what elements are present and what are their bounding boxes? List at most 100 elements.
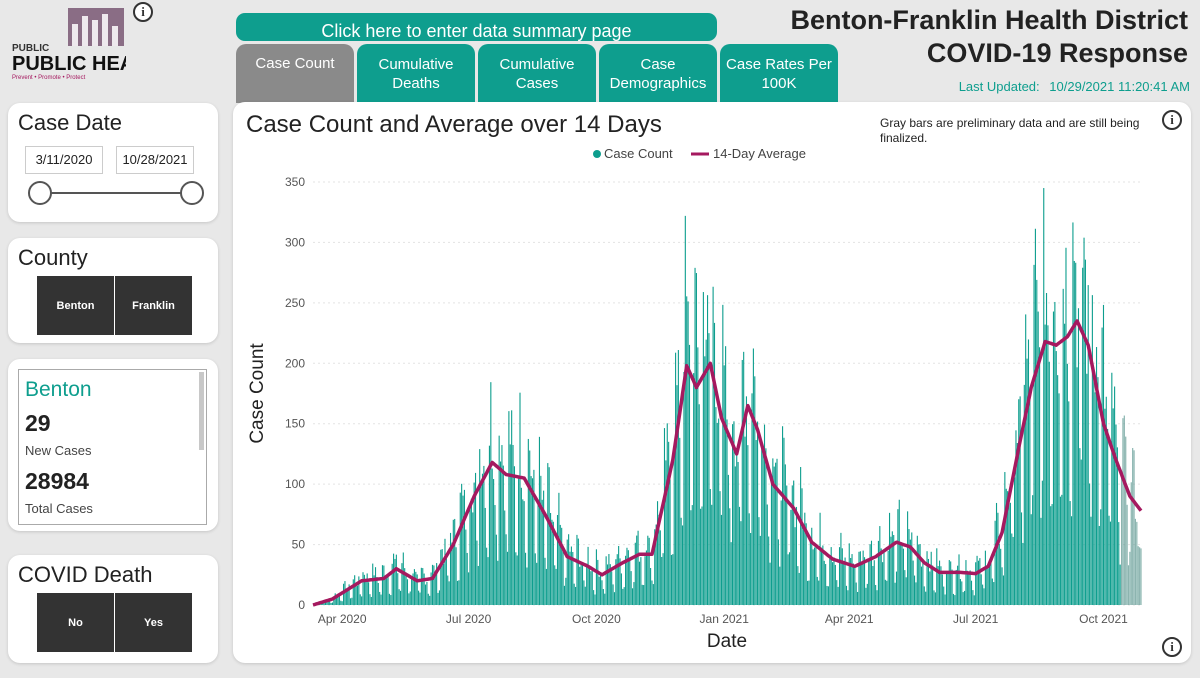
case-count-chart-card: 0 50 100 150 200 250 300 350 Apr 2020 Jul 2020 Oct… — [233, 102, 1191, 663]
death-yes-button[interactable]: Yes — [115, 593, 192, 652]
case-count-bar — [694, 267, 696, 605]
case-count-bar — [762, 453, 764, 605]
legend-label-average: 14-Day Average — [713, 146, 806, 161]
case-count-bar — [547, 463, 549, 605]
info-icon[interactable]: i — [133, 2, 153, 22]
y-tick-label: 50 — [292, 538, 306, 552]
case-count-bar — [388, 593, 390, 605]
case-count-bar — [418, 590, 420, 605]
case-count-bar — [959, 579, 961, 605]
case-count-bar — [427, 593, 429, 605]
case-count-bar — [341, 601, 343, 605]
tab-cumulative-cases[interactable]: Cumulative Cases — [478, 44, 596, 103]
case-count-bar — [1090, 516, 1092, 605]
data-summary-button[interactable]: Click here to enter data summary page — [236, 13, 717, 41]
case-count-bar — [748, 513, 750, 605]
case-count-bar — [1025, 314, 1027, 605]
tab-case-count[interactable]: Case Count — [236, 44, 354, 103]
tab-bar: Case Count Cumulative Deaths Cumulative … — [236, 44, 838, 103]
case-count-bar — [811, 527, 813, 605]
preliminary-bar — [1137, 546, 1139, 605]
case-count-bar — [695, 273, 697, 605]
case-count-bar — [504, 510, 506, 605]
case-count-bar — [555, 568, 557, 605]
case-count-bar — [416, 574, 418, 605]
case-count-bar — [745, 396, 748, 605]
case-count-bar — [957, 565, 959, 605]
case-count-bar — [384, 578, 386, 605]
case-count-bar — [886, 580, 888, 605]
date-slider-end-handle[interactable] — [180, 181, 204, 205]
preliminary-bar — [1129, 551, 1131, 605]
case-count-bar — [776, 458, 778, 605]
case-count-bar — [1030, 514, 1032, 605]
y-tick-label: 300 — [285, 235, 305, 249]
case-count-bar — [708, 333, 710, 605]
tab-case-demographics[interactable]: Case Demographics — [599, 44, 717, 103]
case-count-bar — [1114, 386, 1116, 605]
case-count-bar — [741, 359, 743, 605]
case-count-bar — [581, 564, 584, 605]
case-count-bar — [623, 587, 625, 605]
case-count-bar — [863, 557, 866, 605]
case-count-bar — [1007, 491, 1009, 605]
chart-title: Case Count and Average over 14 Days — [246, 111, 662, 138]
case-count-bar — [919, 543, 921, 605]
case-count-bar — [558, 492, 560, 605]
case-count-bar — [1102, 304, 1105, 605]
case-count-bar — [1065, 247, 1067, 605]
tab-cumulative-deaths[interactable]: Cumulative Deaths — [357, 44, 475, 103]
case-count-bar — [977, 560, 980, 605]
case-count-bar — [1062, 288, 1064, 605]
end-date-input[interactable]: 10/28/2021 — [116, 146, 194, 174]
case-count-bar — [422, 568, 424, 605]
case-count-bar — [415, 571, 417, 605]
chart-footer-info-icon[interactable]: i — [1162, 637, 1182, 657]
case-count-bar — [840, 532, 842, 605]
case-count-bar — [1055, 351, 1057, 605]
start-date-input[interactable]: 3/11/2020 — [25, 146, 103, 174]
case-count-bar — [908, 529, 910, 605]
chart-info-icon[interactable]: i — [1162, 110, 1182, 130]
case-count-bar — [825, 564, 827, 605]
case-count-bar — [651, 580, 653, 605]
case-count-bar — [409, 591, 411, 605]
case-count-bar — [391, 563, 393, 605]
case-count-bar — [1059, 496, 1061, 605]
case-count-bar — [751, 393, 753, 605]
case-count-bar — [766, 504, 768, 605]
case-count-bar — [358, 576, 360, 605]
date-slider-start-handle[interactable] — [28, 181, 52, 205]
case-count-bar — [374, 567, 377, 605]
case-count-bar — [556, 515, 559, 605]
case-count-bar — [823, 560, 825, 605]
case-count-bar — [348, 584, 350, 605]
county-franklin-button[interactable]: Franklin — [115, 276, 192, 335]
case-count-bar — [551, 519, 553, 605]
case-count-bar — [322, 603, 324, 605]
tab-case-rates[interactable]: Case Rates Per 100K — [720, 44, 838, 103]
case-count-bar — [866, 583, 868, 605]
svg-text:PUBLIC: PUBLIC — [12, 43, 49, 54]
case-count-bar — [812, 549, 814, 605]
case-count-bar — [893, 535, 895, 605]
case-count-bar — [1072, 222, 1074, 605]
case-count-bar — [883, 551, 885, 605]
case-count-bar — [598, 576, 600, 605]
case-count-bar — [652, 584, 654, 605]
case-count-bar — [670, 554, 672, 605]
case-count-bar — [677, 350, 679, 605]
county-benton-button[interactable]: Benton — [37, 276, 114, 335]
case-count-bar — [895, 571, 898, 605]
case-count-bar — [693, 373, 695, 605]
case-count-bar — [351, 597, 353, 605]
case-count-bar — [488, 445, 490, 605]
date-slider-track[interactable] — [40, 192, 198, 194]
stats-scroll-panel[interactable]: Benton 29 New Cases 28984 Total Cases — [18, 369, 207, 525]
death-no-button[interactable]: No — [37, 593, 114, 652]
case-count-bar — [679, 437, 681, 605]
case-count-bar — [477, 565, 479, 605]
case-count-bar — [990, 559, 992, 605]
scrollbar[interactable] — [199, 372, 204, 450]
case-count-bar — [395, 554, 397, 605]
